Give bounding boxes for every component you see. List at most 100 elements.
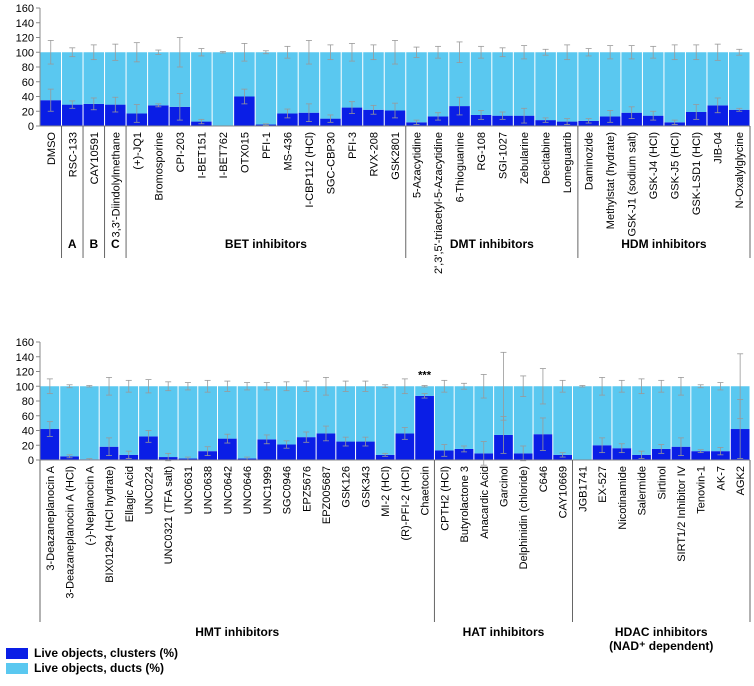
x-tick-label: UNC0638 xyxy=(203,466,215,514)
error-bar xyxy=(599,437,606,454)
error-bar xyxy=(224,380,231,392)
bar-segment xyxy=(234,52,255,97)
bar-segment xyxy=(415,395,434,460)
bar-segment xyxy=(169,52,191,107)
bar-segment xyxy=(533,386,553,435)
error-bar xyxy=(542,48,549,56)
bar-segment xyxy=(79,386,99,460)
bar-segment xyxy=(277,444,296,460)
bar-segment xyxy=(341,52,363,108)
error-bar xyxy=(198,118,205,125)
error-bar xyxy=(198,48,205,57)
bar-segment xyxy=(139,436,158,460)
bar-segment xyxy=(212,52,234,126)
error-bar xyxy=(456,41,463,63)
x-tick-label: PFI-1 xyxy=(261,132,273,159)
x-tick-label: JGB1741 xyxy=(577,466,589,512)
legend-label: Live objects, clusters (%) xyxy=(34,646,178,660)
error-bar xyxy=(241,88,248,105)
bar-segment xyxy=(556,52,578,122)
group-label: HAT inhibitors xyxy=(463,625,545,639)
bar-segment xyxy=(449,52,470,107)
bar-segment xyxy=(375,454,395,460)
bar-segment xyxy=(454,448,474,460)
bar-segment xyxy=(707,52,728,106)
error-bar xyxy=(658,379,665,393)
x-tick-label: GSK-J4 (HCl) xyxy=(648,132,660,199)
error-bar xyxy=(628,106,635,120)
bar-segment xyxy=(474,386,494,454)
group-label: C xyxy=(111,237,120,251)
legend-swatch xyxy=(6,648,28,659)
x-tick-label: Methylstat (hydrate) xyxy=(605,132,617,229)
bar-segment xyxy=(336,386,356,442)
annotation: *** xyxy=(418,369,432,381)
bar-segment xyxy=(320,52,341,119)
error-bar xyxy=(607,110,614,123)
bar-segment xyxy=(599,52,621,117)
x-tick-label: PFI-3 xyxy=(347,132,359,159)
bar-segment xyxy=(434,386,454,451)
y-tick-label: 120 xyxy=(16,367,34,379)
error-bar xyxy=(370,104,377,115)
bar-segment xyxy=(728,109,750,126)
bar-segment xyxy=(375,386,395,455)
x-tick-label: I-BET762 xyxy=(218,132,230,178)
y-tick-label: 0 xyxy=(28,455,34,467)
x-tick-label: 2',3',5'-triacetyl-5-Azacytidine xyxy=(433,132,445,274)
bar-segment xyxy=(277,52,298,114)
x-tick-label: 3-Deazaneplanocin A (HCl) xyxy=(65,466,77,599)
error-bar xyxy=(86,385,93,388)
error-bar xyxy=(69,100,76,109)
error-bar xyxy=(392,102,398,119)
x-tick-label: GSK2801 xyxy=(390,132,402,180)
error-bar xyxy=(125,379,132,393)
error-bar xyxy=(559,452,566,458)
error-bar xyxy=(348,101,355,114)
error-bar xyxy=(650,45,657,59)
error-bar xyxy=(599,376,606,396)
y-tick-label: 20 xyxy=(22,106,34,118)
x-tick-label: (-)-Neplanocin A xyxy=(84,465,96,545)
error-bar xyxy=(283,381,290,392)
bar-segment xyxy=(427,116,449,126)
error-bar xyxy=(112,96,119,113)
error-bar xyxy=(559,379,566,393)
bar-segment xyxy=(415,386,434,396)
error-bar xyxy=(322,425,329,442)
y-tick-label: 60 xyxy=(22,77,34,89)
error-bar xyxy=(133,42,140,63)
x-tick-label: OTX015 xyxy=(239,132,251,173)
error-bar xyxy=(283,440,290,449)
error-bar xyxy=(342,436,349,447)
error-bar xyxy=(327,44,334,61)
bar-segment xyxy=(363,52,384,110)
y-tick-label: 0 xyxy=(28,121,34,133)
bar-segment xyxy=(671,386,691,447)
error-bar xyxy=(46,378,53,395)
bar-segment xyxy=(158,386,178,458)
bar-segment xyxy=(492,52,513,116)
bar-segment xyxy=(105,52,126,105)
bar-segment xyxy=(257,386,277,440)
error-bar xyxy=(155,103,162,108)
x-tick-label: UNC0642 xyxy=(222,466,234,514)
y-tick-label: 160 xyxy=(16,3,34,15)
x-tick-label: SGI-1027 xyxy=(498,132,510,179)
bar-segment xyxy=(277,113,298,126)
error-bar xyxy=(47,40,54,65)
bar-segment xyxy=(341,107,363,126)
bar-segment xyxy=(40,100,62,126)
bar-segment xyxy=(40,386,60,430)
error-bar xyxy=(564,118,571,125)
x-tick-label: EX-527 xyxy=(597,466,609,503)
error-bar xyxy=(441,379,448,393)
y-tick-label: 140 xyxy=(16,352,34,364)
bar-segment xyxy=(691,386,711,452)
bar-segment xyxy=(218,386,237,439)
bar-segment xyxy=(728,52,750,110)
y-tick-label: 160 xyxy=(16,337,34,349)
error-bar xyxy=(204,446,211,456)
x-tick-label: RG-108 xyxy=(476,132,488,171)
bar-segment xyxy=(578,52,599,121)
